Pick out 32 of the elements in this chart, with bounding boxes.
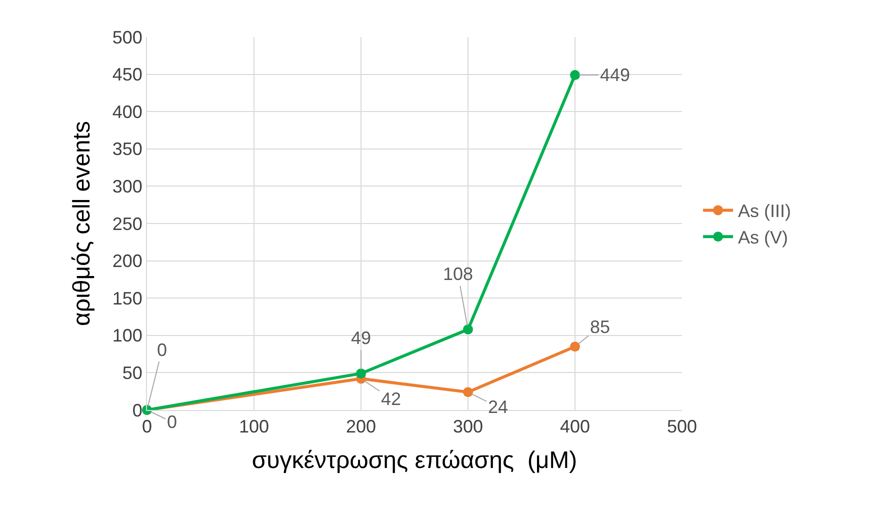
data-label: 24 — [488, 397, 508, 417]
y-tick-label: 500 — [112, 27, 142, 48]
point — [356, 368, 366, 378]
x-tick-label: 500 — [666, 416, 698, 437]
data-label: 449 — [600, 65, 630, 85]
legend-label: As (V) — [738, 228, 788, 248]
y-tick-label: 350 — [112, 139, 142, 160]
y-tick-label: 250 — [112, 214, 142, 234]
point — [570, 342, 580, 352]
y-tick-label: 200 — [112, 251, 142, 272]
y-tick-label: 0 — [132, 400, 142, 420]
x-tick-label: 300 — [452, 416, 484, 437]
data-label: 108 — [443, 264, 474, 284]
y-tick-label: 450 — [112, 64, 142, 85]
x-tick-label: 400 — [560, 416, 590, 437]
legend-label: As (III) — [738, 201, 792, 222]
data-label: 0 — [157, 340, 168, 360]
y-tick-label: 50 — [122, 363, 142, 383]
x-axis-title: συγκέντρωσης επώασης (μM) — [252, 446, 578, 474]
y-tick-label: 100 — [112, 326, 142, 346]
y-tick-label: 150 — [112, 288, 142, 308]
data-label: 85 — [590, 317, 610, 337]
point — [570, 70, 580, 80]
x-tick-label: 200 — [346, 416, 376, 437]
y-tick-label: 400 — [112, 102, 142, 122]
data-label: 42 — [381, 389, 402, 409]
point — [463, 324, 473, 334]
data-label: 49 — [351, 328, 372, 348]
y-tick-label: 300 — [112, 176, 142, 196]
x-tick-label: 100 — [238, 416, 270, 437]
point — [463, 387, 473, 398]
y-axis-title: αριθμός cell events — [68, 120, 96, 326]
